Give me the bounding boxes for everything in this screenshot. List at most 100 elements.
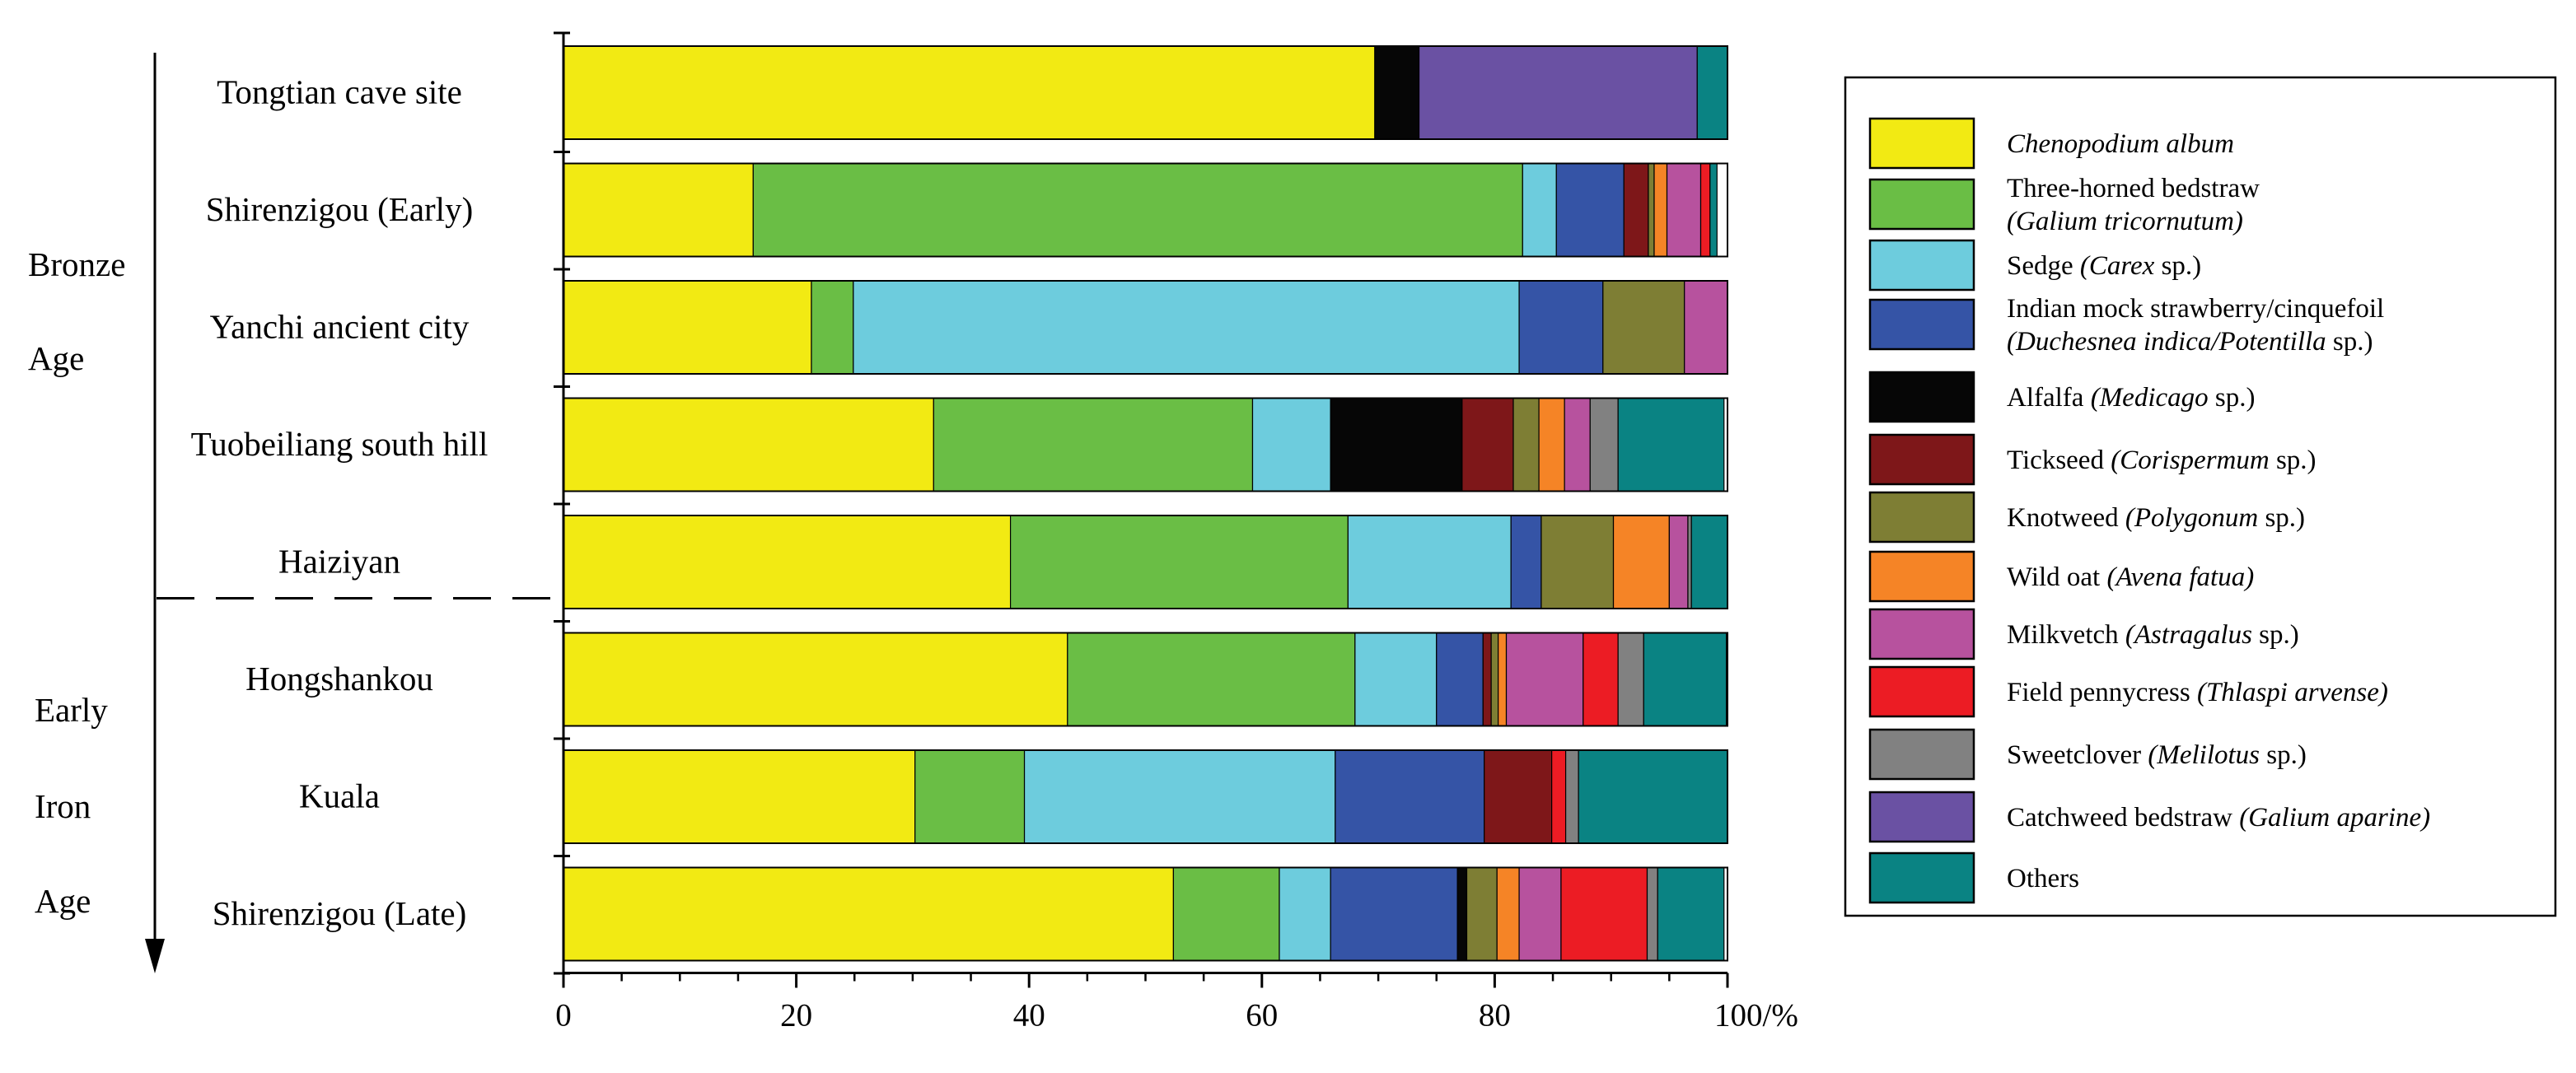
legend-label: Field pennycress (Thlaspi arvense)	[2007, 678, 2388, 707]
x-tick-label: 40	[1013, 998, 1045, 1033]
bar-segment-7-10	[1646, 866, 1658, 962]
bar-segment-7-12	[1657, 866, 1725, 962]
bar-segment-2-8	[1684, 280, 1728, 375]
bar-segment-5-9	[1583, 632, 1619, 727]
legend-swatch	[1868, 371, 1975, 423]
legend-swatch	[1868, 433, 1975, 486]
category-label: Haiziyan	[278, 543, 400, 581]
legend-label: Milkvetch (Astragalus sp.)	[2007, 620, 2299, 650]
period-label: Early	[35, 691, 108, 729]
bar-segment-5-2	[1354, 632, 1438, 727]
bar-segment-3-7	[1538, 397, 1565, 492]
bar-segment-3-6	[1512, 397, 1540, 492]
legend-swatch	[1868, 117, 1975, 170]
bar-segment-3-1	[933, 397, 1254, 492]
bar-segment-1-3	[1555, 162, 1625, 258]
bar-segment-5-1	[1067, 632, 1356, 727]
legend-swatch	[1868, 178, 1975, 231]
bar-segment-1-2	[1522, 162, 1557, 258]
bar-segment-3-8	[1564, 397, 1591, 492]
bar-segment-2-1	[811, 280, 854, 375]
period-label: Bronze	[28, 245, 125, 283]
bar-segment-5-0	[563, 632, 1068, 727]
bar-segment-7-3	[1330, 866, 1458, 962]
legend-label: Alfalfa (Medicago sp.)	[2007, 383, 2256, 413]
bar-segment-1-7	[1653, 162, 1668, 258]
bar-segment-2-2	[853, 280, 1520, 375]
bar-segment-3-5	[1461, 397, 1514, 492]
bar-segment-6-1	[914, 749, 1026, 844]
bar-segment-1-9	[1699, 162, 1711, 258]
bar-segment-7-8	[1518, 866, 1562, 962]
time-arrow-head	[145, 939, 165, 973]
bar-segment-0-0	[563, 45, 1376, 140]
period-label: Age	[35, 882, 91, 920]
legend-swatch	[1868, 298, 1975, 351]
bar-segment-2-0	[563, 280, 812, 375]
x-tick-label: 80	[1479, 998, 1511, 1033]
legend-swatch	[1868, 665, 1975, 718]
bar-segment-0-4	[1374, 45, 1420, 140]
bar-segment-5-10	[1617, 632, 1644, 727]
bar-segment-5-5	[1482, 632, 1492, 727]
legend-label: Knotweed (Polygonum sp.)	[2007, 503, 2305, 533]
bar-segment-4-1	[1009, 515, 1349, 609]
category-label: Tuobeiliang south hill	[191, 425, 489, 463]
bar-segment-7-6	[1466, 866, 1498, 962]
bar-segment-4-10	[1687, 515, 1692, 609]
bar-segment-5-8	[1505, 632, 1584, 727]
legend-swatch	[1868, 239, 1975, 292]
bar-segment-6-3	[1335, 749, 1485, 844]
bar-segment-7-9	[1560, 866, 1648, 962]
period-label: Iron	[35, 787, 91, 825]
bar-segment-4-3	[1510, 515, 1542, 609]
legend-swatch	[1868, 728, 1975, 781]
legend-label: Indian mock strawberry/cinquefoil (Duches…	[2007, 294, 2384, 357]
bar-segment-3-0	[563, 397, 934, 492]
bar-segment-6-12	[1578, 749, 1728, 844]
bar-segment-6-9	[1551, 749, 1567, 844]
bar-segment-5-6	[1490, 632, 1499, 727]
bar-segment-7-2	[1279, 866, 1331, 962]
x-tick-label: 20	[780, 998, 812, 1033]
bar-segment-4-7	[1612, 515, 1670, 609]
bar-segment-6-10	[1564, 749, 1579, 844]
bar-segment-7-0	[563, 866, 1175, 962]
bar-segment-3-10	[1589, 397, 1619, 492]
bar-segment-4-6	[1540, 515, 1615, 609]
legend-label: Sedge (Carex sp.)	[2007, 251, 2201, 281]
axes-layer	[145, 31, 1729, 988]
bar-segment-7-4	[1456, 866, 1468, 962]
legend-label: Three-horned bedstraw (Galium tricornutum…	[2007, 174, 2260, 236]
x-tick-label: 0	[555, 998, 572, 1033]
bar-segment-5-3	[1436, 632, 1484, 727]
bar-segment-3-2	[1251, 397, 1331, 492]
legend-label: Wild oat (Avena fatua)	[2007, 562, 2254, 592]
labels-layer: 0 20 40 60 80 100/% Tongtian cave site Shirenzi…	[28, 73, 1798, 1033]
bar-segment-3-4	[1330, 397, 1463, 492]
bar-segment-2-3	[1518, 280, 1604, 375]
legend-label: Tickseed (Corispermum sp.)	[2007, 446, 2317, 475]
bars-layer	[563, 45, 1728, 962]
bar-segment-4-0	[563, 515, 1012, 609]
bar-segment-1-0	[563, 162, 754, 258]
period-label: Age	[28, 339, 84, 377]
bar-segment-6-0	[563, 749, 916, 844]
category-label: Shirenzigou (Early)	[206, 190, 473, 228]
legend-swatch	[1868, 491, 1975, 543]
category-label: Kuala	[299, 777, 380, 815]
legend-label: Catchweed bedstraw (Galium aparine)	[2007, 803, 2430, 833]
legend-swatch	[1868, 791, 1975, 843]
category-label: Yanchi ancient city	[210, 308, 470, 346]
bar-segment-4-8	[1668, 515, 1689, 609]
bar-segment-7-7	[1496, 866, 1520, 962]
category-label: Hongshankou	[245, 660, 433, 697]
bar-segment-0-12	[1696, 45, 1728, 140]
bar-segment-5-12	[1643, 632, 1727, 727]
bar-segment-3-12	[1617, 397, 1725, 492]
bar-segment-6-5	[1484, 749, 1553, 844]
bar-segment-1-6	[1648, 162, 1655, 258]
legend-swatch	[1868, 550, 1975, 603]
category-label: Tongtian cave site	[217, 73, 462, 111]
